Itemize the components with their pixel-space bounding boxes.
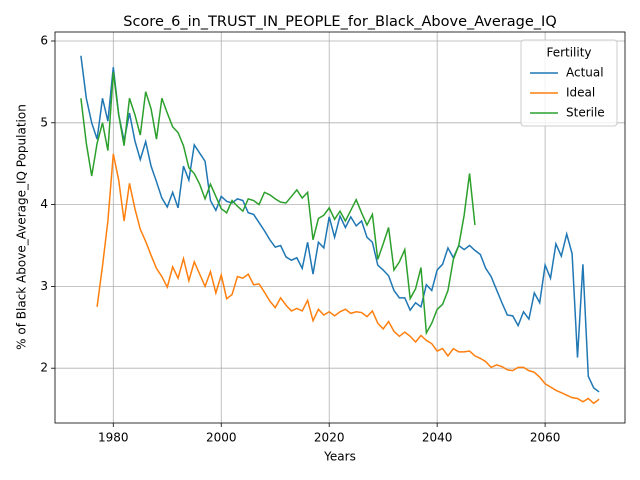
legend-label: Sterile (566, 106, 605, 120)
series-line (96, 153, 600, 405)
plot-frame (54, 31, 626, 424)
legend: Fertility Actual Ideal Sterile (520, 39, 618, 127)
legend-box (520, 39, 618, 127)
legend-label: Actual (566, 66, 604, 80)
series-line (80, 71, 476, 336)
y-tick-label: 4 (40, 197, 48, 211)
x-tick-label: 2020 (314, 431, 345, 445)
x-axis-label: Years (323, 450, 356, 464)
x-tick-label: 2000 (206, 431, 237, 445)
x-tick-label: 1980 (98, 431, 129, 445)
legend-label: Ideal (566, 86, 595, 100)
y-tick-label: 5 (40, 115, 48, 129)
y-axis-label: % of Black Above_Average_IQ Population (15, 104, 29, 350)
legend-title: Fertility (546, 46, 591, 60)
series-line (80, 55, 600, 393)
y-tick-label: 6 (40, 33, 48, 47)
x-tick-label: 2060 (530, 431, 561, 445)
y-tick-label: 3 (40, 279, 48, 293)
x-tick-label: 2040 (422, 431, 453, 445)
y-tick-label: 2 (40, 361, 48, 375)
chart-title: Score_6_in_TRUST_IN_PEOPLE_for_Black_Abo… (123, 14, 557, 30)
